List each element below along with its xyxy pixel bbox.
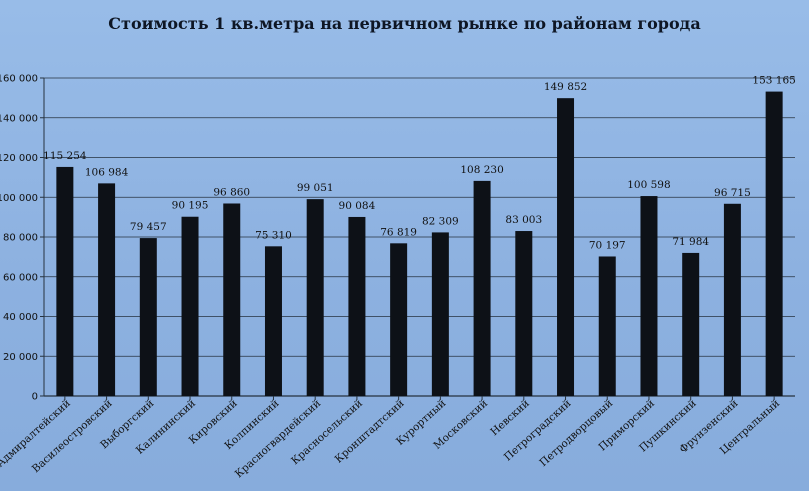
category-label: Петродворцовый: [537, 397, 615, 469]
y-tick-label: 20 000: [3, 352, 38, 363]
data-label: 115 254: [43, 150, 87, 162]
data-label: 100 598: [627, 179, 670, 191]
y-tick-label: 100 000: [0, 193, 38, 204]
bar: [56, 166, 74, 396]
bar: [515, 231, 533, 396]
y-tick-label: 160 000: [0, 74, 38, 85]
data-label: 82 309: [422, 215, 459, 227]
bar: [640, 196, 658, 396]
data-label: 96 715: [714, 187, 751, 199]
y-tick-label: 80 000: [3, 233, 38, 244]
data-label: 149 852: [544, 81, 587, 93]
y-tick-label: 60 000: [3, 272, 38, 283]
data-label: 153 165: [752, 75, 795, 87]
y-tick-label: 120 000: [0, 153, 38, 164]
data-label: 96 860: [213, 186, 250, 198]
chart-title: Стоимость 1 кв.метра на первичном рынке …: [108, 14, 701, 33]
bar: [264, 246, 282, 396]
y-tick-label: 0: [32, 392, 38, 403]
bar: [98, 183, 116, 396]
grid-layer: [44, 77, 795, 397]
data-label: 108 230: [460, 164, 503, 176]
bar: [473, 180, 491, 396]
category-label: Василеостровский: [30, 397, 115, 475]
axis-layer: 0 20 000 40 000 60 000 80 000 100 000 120 000 1…: [0, 74, 775, 403]
category-label: Красносельский: [289, 397, 365, 467]
bar: [348, 216, 366, 396]
data-label: 71 984: [672, 236, 709, 248]
bar: [765, 91, 783, 396]
data-label: 99 051: [297, 182, 334, 194]
data-label: 90 084: [339, 200, 376, 212]
category-label: Кронштадтский: [333, 397, 407, 465]
bar-layer: [56, 91, 783, 396]
bar: [306, 199, 324, 396]
bar: [723, 203, 741, 396]
bar: [390, 243, 408, 396]
data-label: 90 195: [172, 200, 209, 212]
y-tick-label: 40 000: [3, 312, 38, 323]
data-label: 79 457: [130, 221, 167, 233]
data-label: 106 984: [85, 166, 129, 178]
category-label: Невский: [488, 397, 532, 438]
bar: [598, 256, 616, 396]
data-label: 70 197: [589, 239, 626, 251]
bar: [682, 252, 700, 396]
data-label: 75 310: [255, 229, 292, 241]
bar: [181, 216, 199, 396]
category-label: Адмиралтейский: [0, 397, 73, 469]
data-label: 76 819: [380, 226, 417, 238]
bar: [223, 203, 241, 396]
y-tick-label: 140 000: [0, 113, 38, 124]
bar: [431, 232, 449, 396]
data-label: 83 003: [505, 214, 542, 226]
bar: [139, 238, 157, 396]
bar: [557, 98, 575, 396]
